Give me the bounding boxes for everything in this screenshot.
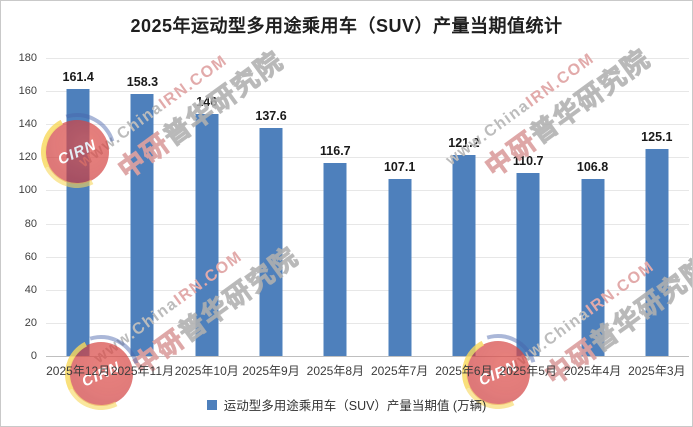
bar [581, 179, 605, 356]
bar-group: 121.2 [432, 58, 496, 356]
bar-group: 161.4 [46, 58, 110, 356]
bar-value-label: 106.8 [576, 160, 609, 175]
bar-value-label: 107.1 [383, 159, 416, 174]
bar-group: 107.1 [367, 58, 431, 356]
x-axis-label: 2025年9月 [242, 364, 300, 378]
y-tick-label: 0 [30, 350, 37, 362]
bar [130, 93, 154, 356]
y-tick-label: 160 [18, 85, 37, 98]
y-tick-label: 120 [18, 151, 37, 164]
bar [452, 155, 476, 356]
bar [645, 148, 669, 356]
gridline-180 [46, 58, 689, 59]
bar [195, 114, 219, 356]
legend-marker-icon [206, 399, 217, 410]
gridline-140 [46, 124, 689, 126]
legend: 运动型多用途乘用车（SUV）产量当期值 (万辆) [1, 395, 692, 414]
x-axis-labels: 2025年12月 2025年11月 2025年10月 2025年9月 2025年8月 20… [46, 362, 689, 379]
gridline-20 [46, 322, 689, 324]
x-axis-label: 2025年4月 [563, 364, 622, 378]
x-axis-label: 2025年3月 [628, 364, 686, 378]
bar-value-label: 158.3 [126, 74, 159, 89]
bar-group: 110.7 [496, 58, 560, 356]
x-axis-label: 2025年5月 [499, 364, 557, 378]
y-tick-label: 40 [24, 283, 37, 296]
bar-group: 146 [175, 58, 239, 356]
legend-label: 运动型多用途乘用车（SUV）产量当期值 (万辆) [223, 399, 487, 413]
chart-title: 2025年运动型多用途乘用车（SUV）产量当期值统计 [130, 16, 563, 36]
gridline-100 [46, 190, 689, 192]
gridline-40 [46, 289, 689, 291]
x-axis-label: 2025年8月 [306, 364, 365, 378]
bar [516, 172, 540, 356]
y-tick-label: 80 [24, 217, 37, 230]
bar [259, 128, 283, 356]
bar-value-label: 125.1 [641, 129, 673, 144]
y-tick-label: 100 [18, 184, 37, 197]
plot-area: 161.4 158.3 146 137.6 116.7 107.1 121.2 110.7 10… [46, 58, 689, 357]
bar [388, 178, 412, 356]
x-axis-label: 2025年10月 [174, 364, 239, 378]
bar-group: 106.8 [560, 58, 624, 356]
x-axis-label: 2025年11月 [110, 364, 175, 378]
x-axis-label: 2025年6月 [435, 364, 493, 378]
bar-value-label: 161.4 [62, 69, 94, 84]
bar-series: 161.4 158.3 146 137.6 116.7 107.1 121.2 110.7 10… [46, 58, 689, 356]
y-tick-label: 20 [24, 316, 37, 329]
bar-value-label: 121.2 [448, 136, 480, 151]
gridline-80 [46, 223, 689, 225]
x-axis-label: 2025年7月 [370, 364, 429, 378]
bar [323, 162, 347, 356]
gridline-60 [46, 256, 689, 258]
bar-value-label: 137.6 [255, 109, 287, 124]
bar [66, 88, 90, 356]
bar-group: 137.6 [239, 58, 303, 356]
bar-group: 125.1 [625, 58, 689, 356]
y-axis: 0 20 40 60 80 100 120 140 160 180 [9, 52, 41, 362]
bar-group: 158.3 [110, 58, 174, 356]
bar-group: 116.7 [303, 58, 367, 356]
bar-value-label: 116.7 [320, 143, 351, 158]
gridline-0 [46, 356, 689, 357]
gridline-120 [46, 157, 689, 159]
gridline-160 [46, 91, 689, 93]
x-axis-label: 2025年12月 [46, 364, 111, 378]
y-tick-label: 140 [18, 118, 37, 131]
bar-value-label: 110.7 [512, 153, 544, 168]
y-tick-label: 180 [18, 52, 37, 64]
y-tick-label: 60 [24, 250, 37, 263]
bar-value-label: 146 [196, 95, 218, 110]
